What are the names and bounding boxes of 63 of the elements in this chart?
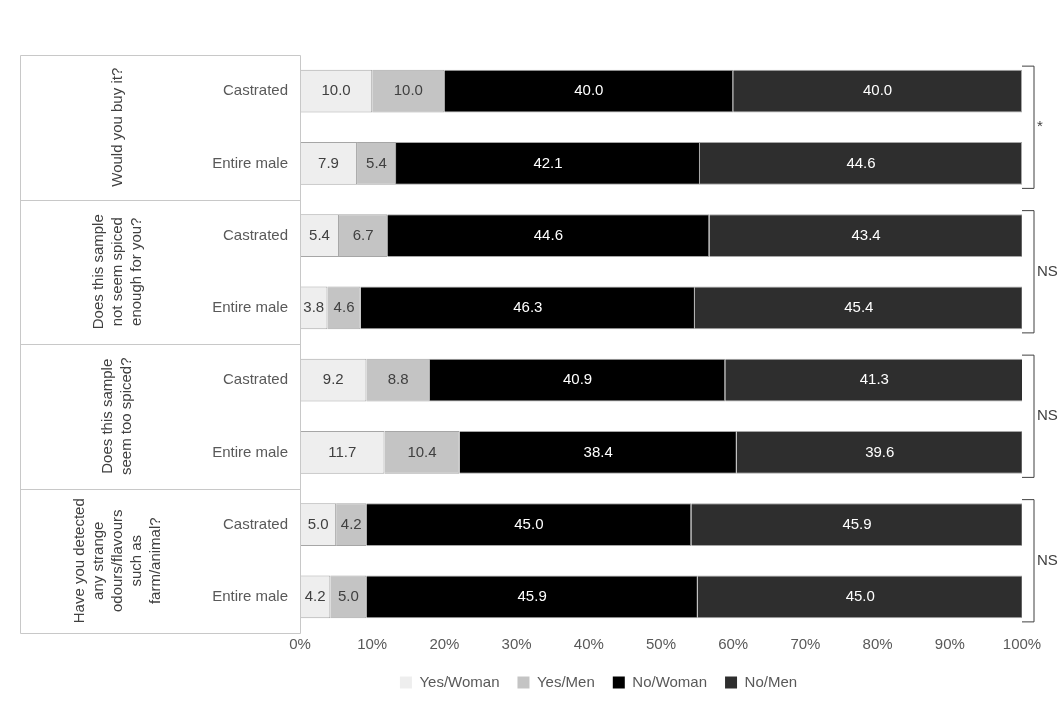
x-tick-label: 90% xyxy=(934,635,965,653)
data-label: 4.2 xyxy=(304,587,326,605)
data-label: 6.7 xyxy=(352,225,374,243)
data-label: 8.8 xyxy=(387,370,409,388)
y-tick-label: Entire male xyxy=(212,587,288,605)
data-label: 10.4 xyxy=(407,442,437,460)
data-label: 4.2 xyxy=(340,514,362,532)
x-tick-label: 50% xyxy=(645,635,677,653)
x-tick-label: 10% xyxy=(357,635,388,653)
data-label: 10.0 xyxy=(321,81,351,99)
data-label: 7.9 xyxy=(318,153,339,171)
data-label: 45.9 xyxy=(517,587,547,605)
data-label: 38.4 xyxy=(583,442,613,460)
x-tick-label: 70% xyxy=(790,635,821,653)
data-label: 3.8 xyxy=(303,298,325,316)
data-label: 45.0 xyxy=(845,587,875,605)
data-label: 45.9 xyxy=(842,514,872,532)
legend-label: No/Woman xyxy=(632,672,708,690)
x-tick-label: 80% xyxy=(862,635,893,653)
text: NS xyxy=(1037,406,1058,424)
legend-label: Yes/Men xyxy=(536,672,595,690)
data-label: 44.6 xyxy=(846,153,876,171)
text: NS xyxy=(1037,261,1058,279)
data-label: 44.6 xyxy=(533,225,563,243)
text: Does this sample seem too spiced? xyxy=(98,357,135,476)
legend-label: Yes/Woman xyxy=(419,672,500,690)
x-tick-label: 0% xyxy=(289,635,311,653)
text: * xyxy=(1037,117,1043,135)
data-label: 5.0 xyxy=(337,587,359,605)
data-label: 5.4 xyxy=(366,153,387,171)
data-label: 43.4 xyxy=(851,225,881,243)
data-label: 41.3 xyxy=(859,370,889,388)
x-tick-label: 100% xyxy=(1002,635,1042,653)
data-label: 9.2 xyxy=(322,370,344,388)
data-label: 40.0 xyxy=(863,81,893,99)
text: Have you detected any strange odours/flavours such as farm/animal? xyxy=(69,498,163,624)
x-tick-label: 30% xyxy=(501,635,532,653)
data-label: 4.6 xyxy=(333,298,355,316)
legend-label: No/Men xyxy=(744,672,798,690)
data-label: 46.3 xyxy=(513,298,543,316)
text: Would you buy it? xyxy=(107,67,125,187)
y-tick-label: Castrated xyxy=(222,225,288,243)
data-label: 39.6 xyxy=(865,442,895,460)
data-label: 45.4 xyxy=(844,298,874,316)
y-tick-label: Entire male xyxy=(212,153,288,171)
x-tick-label: 60% xyxy=(718,635,749,653)
data-label: 11.7 xyxy=(328,442,357,460)
y-tick-label: Entire male xyxy=(212,298,288,316)
data-label: 5.4 xyxy=(309,225,330,243)
text: Does this sample not seem spiced enough for you? xyxy=(88,214,144,330)
data-label: 42.1 xyxy=(533,153,563,171)
data-label: 10.0 xyxy=(393,81,423,99)
data-label: 5.0 xyxy=(307,514,329,532)
x-tick-label: 40% xyxy=(573,635,604,653)
text: NS xyxy=(1037,550,1058,568)
data-label: 45.0 xyxy=(514,514,544,532)
data-label: 40.0 xyxy=(574,81,604,99)
y-tick-label: Castrated xyxy=(222,81,288,99)
y-tick-label: Entire male xyxy=(212,442,288,460)
x-tick-label: 20% xyxy=(429,635,460,653)
data-label: 40.9 xyxy=(563,370,593,388)
y-tick-label: Castrated xyxy=(222,370,288,388)
y-tick-label: Castrated xyxy=(222,514,288,532)
